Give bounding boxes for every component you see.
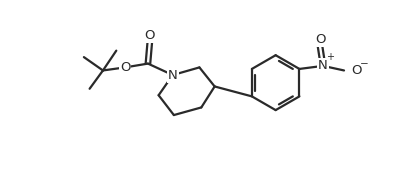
Text: O: O <box>351 64 361 77</box>
Text: N: N <box>168 69 178 82</box>
Text: O: O <box>315 33 325 46</box>
Text: O: O <box>120 61 130 74</box>
Text: N: N <box>318 59 328 72</box>
Text: −: − <box>359 59 368 69</box>
Text: O: O <box>145 28 155 41</box>
Text: +: + <box>326 52 334 63</box>
